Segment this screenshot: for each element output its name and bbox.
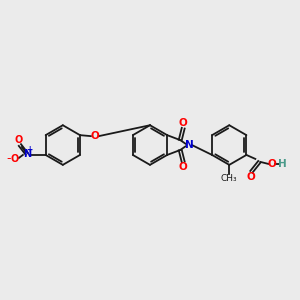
Text: O: O	[11, 154, 19, 164]
Text: O: O	[246, 172, 255, 182]
Text: +: +	[27, 145, 33, 154]
Text: H: H	[278, 159, 286, 169]
Text: N: N	[23, 149, 31, 159]
Text: O: O	[15, 135, 23, 145]
Text: CH₃: CH₃	[221, 174, 238, 183]
Text: O: O	[91, 131, 99, 141]
Text: O: O	[179, 162, 188, 172]
Text: O: O	[179, 118, 188, 128]
Text: O: O	[268, 159, 277, 169]
Text: N: N	[184, 140, 193, 150]
Text: -: -	[7, 152, 11, 165]
